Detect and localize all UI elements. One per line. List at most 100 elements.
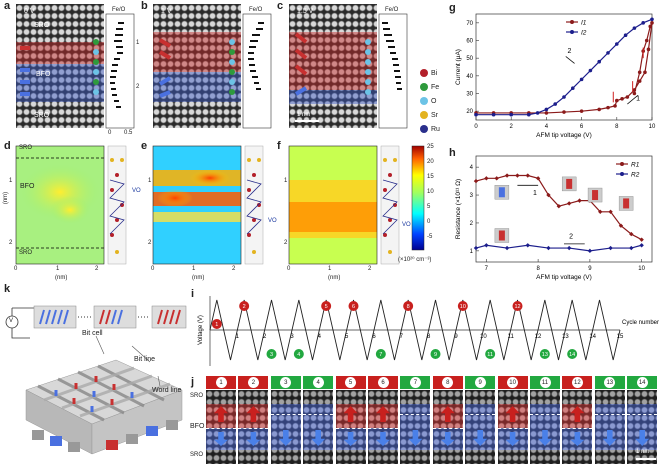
x-tick-label: 6 [580, 124, 584, 130]
colorbar-tick-5: 5 [427, 204, 431, 210]
sro-top-label: SRO [34, 22, 50, 29]
legend-marker [620, 162, 624, 166]
cycle-cell-image [270, 390, 301, 464]
data-point [608, 245, 613, 251]
feo-header-a: Fe/O [112, 7, 126, 13]
cycle-cell-4: 4 [303, 376, 334, 464]
cycle-tick-label: 15 [617, 334, 624, 340]
cycle-tick-label: 13 [562, 334, 569, 340]
data-point [598, 209, 603, 214]
cycle-image-strip: 1 2 3 4 5 6 7 8 9 10 11 12 13 14 1 nm [206, 376, 660, 465]
stem-image-b: 1 V [153, 4, 241, 128]
cycle-cell-image [465, 390, 496, 464]
legend-label-i1: I1 [581, 20, 587, 27]
cycle-tick-label: 6 [372, 334, 376, 340]
cycle-cell-7: 7 [400, 376, 431, 464]
chart-h: 7 8 9 10 1 2 3 4 AFM tip voltage (V) Resistance (… [455, 155, 653, 281]
data-point [650, 17, 654, 22]
y-tick-label: 3 [470, 193, 474, 199]
map-f-xtick-0: 0 [287, 266, 291, 272]
data-point [625, 95, 630, 99]
panel-label-d: d [4, 140, 11, 152]
cycle-cell-11: 11 [530, 376, 560, 464]
j-scale-bar [636, 458, 656, 460]
structure-strip-e [244, 145, 264, 265]
cycle-cell-number: 11 [539, 377, 551, 388]
map-d-sro-top: SRO [19, 145, 33, 151]
data-point [562, 110, 566, 114]
cycle-tick-label: 14 [589, 334, 596, 340]
map-f-ytick-2: 2 [284, 240, 288, 246]
legend-item-ru: Ru [420, 122, 460, 136]
atom-dots-c [365, 39, 371, 95]
j-sro-top: SRO [190, 393, 204, 399]
feo-ytick-2: 2 [136, 84, 140, 90]
structure-strip-d [107, 145, 127, 265]
data-point [646, 47, 651, 52]
vo-label-e: VO [268, 218, 277, 224]
cycle-cell-header: 2 [238, 376, 269, 389]
data-point [525, 173, 530, 178]
feo-header-b: Fe/O [249, 7, 263, 13]
map-e-xtick-1: 1 [192, 266, 196, 272]
x-tick-label: 8 [536, 266, 540, 272]
cycle-cell-1: 1 [206, 376, 236, 464]
cycle-cell-image [400, 390, 431, 464]
series-line-i2 [476, 18, 653, 116]
cycle-marker [239, 301, 250, 311]
cycle-marker [485, 349, 496, 359]
atom-dots-b [229, 39, 235, 95]
data-point [615, 98, 619, 103]
data-point [484, 176, 489, 181]
cycle-cell-number: 6 [377, 377, 389, 388]
cycle-cell-2: 2 [238, 376, 269, 464]
data-point [546, 192, 551, 198]
x-tick-label: 2 [510, 124, 514, 130]
cycle-cell-9: 9 [465, 376, 496, 464]
sro-bottom-label: SRO [34, 112, 50, 119]
legend-item-sr: Sr [420, 108, 460, 122]
y-tick-label: 20 [466, 109, 473, 115]
map-d-xtick-0: 0 [14, 266, 18, 272]
bottom-cells [32, 420, 178, 452]
colorbar-tick-10: 10 [427, 189, 434, 195]
cycle-cell-number: 9 [474, 377, 486, 388]
map-d-sro-bottom: SRO [19, 250, 33, 256]
y-tick-label: 30 [466, 92, 473, 98]
x-tick-label: 8 [615, 124, 619, 130]
cycle-cell-number: 13 [604, 377, 616, 388]
cycle-cell-header: 7 [400, 376, 431, 389]
cycle-cell-number: 8 [442, 377, 454, 388]
cycle-cell-10: 10 [497, 376, 528, 464]
x-axis-label: Cycle number [622, 320, 659, 326]
feo-profile-b [242, 13, 272, 129]
x-axis-label: AFM tip voltage (V) [536, 132, 592, 139]
colorbar [411, 145, 425, 251]
y-tick-label: 1 [470, 249, 474, 255]
cycle-cell-image [594, 390, 625, 464]
cycle-cell-header: 14 [627, 376, 658, 389]
cycle-marker [539, 349, 550, 359]
data-point [484, 243, 489, 248]
state-icon-fill [498, 230, 505, 241]
chart-g: 0 2 4 6 8 10 20 30 40 50 60 70 AFM tip voltage (V) Cu… [455, 13, 656, 139]
cycle-tick-label: 10 [480, 334, 487, 340]
data-point [515, 173, 520, 178]
panel-label-c: c [277, 0, 284, 12]
cycle-cell-header: 6 [368, 376, 398, 389]
cycle-cell-number: 14 [636, 377, 648, 388]
data-point [641, 21, 645, 25]
data-point [606, 105, 610, 110]
cycle-marker [266, 349, 277, 359]
data-point [597, 107, 601, 112]
cycle-cell-6: 6 [368, 376, 398, 464]
data-point [632, 91, 637, 96]
data-point [639, 243, 644, 248]
cycle-cell-number: 10 [507, 377, 519, 388]
data-point [566, 201, 572, 206]
legend-marker [570, 20, 574, 24]
data-point [491, 112, 496, 117]
legend-label-i2: I2 [581, 30, 587, 37]
cycle-marker-label: 9 [434, 352, 437, 358]
